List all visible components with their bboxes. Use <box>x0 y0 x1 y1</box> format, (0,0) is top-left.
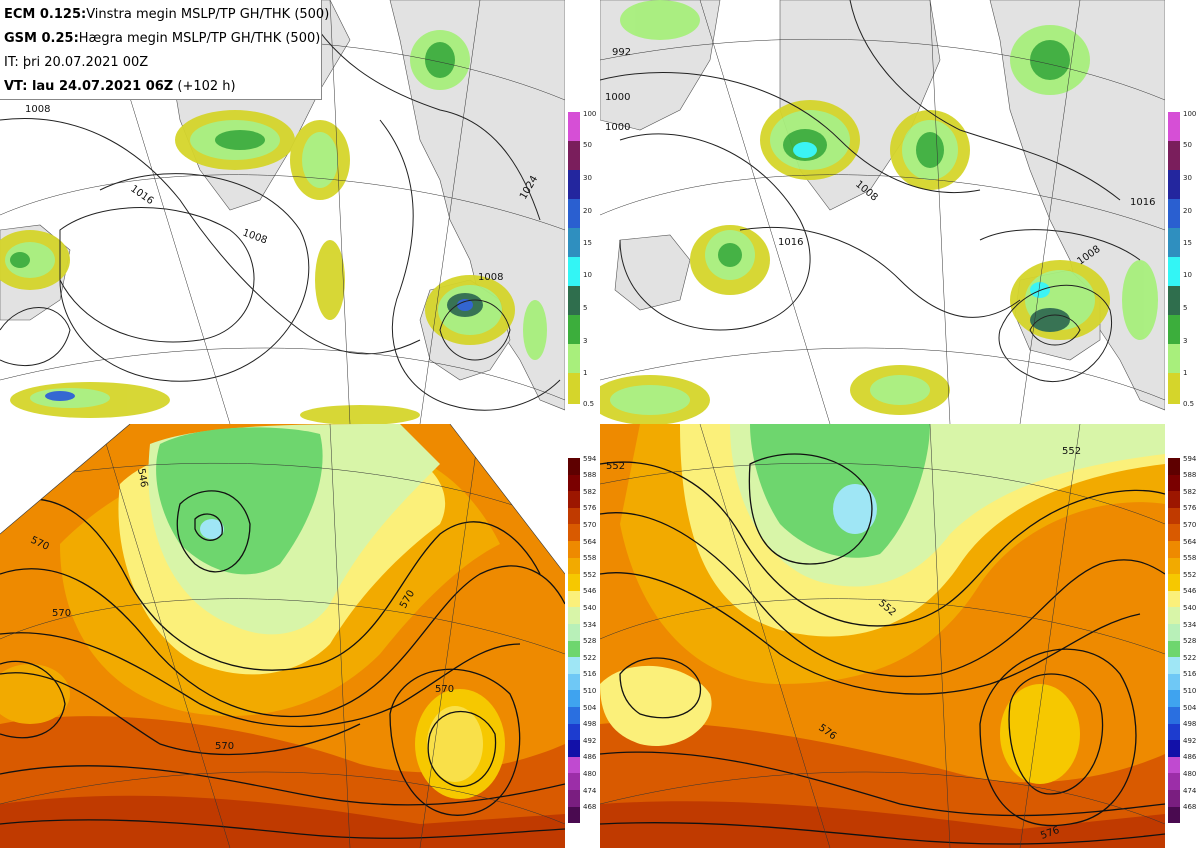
thickness-colorbar-right: 594 588 582 576 570 564 558 552 546 540 … <box>1168 455 1198 823</box>
precip-tick: 3 <box>583 337 588 345</box>
height-label: 546 <box>135 468 149 489</box>
thickness-tick: 504 <box>1183 704 1197 712</box>
precip-tick: 30 <box>583 174 592 182</box>
isobar-label: 1008 <box>478 272 503 283</box>
precip-tick: 15 <box>1183 239 1192 247</box>
thickness-tick: 522 <box>583 654 597 662</box>
thickness-tick: 594 <box>1183 455 1197 463</box>
thickness-tick: 534 <box>1183 621 1197 629</box>
thickness-tick: 492 <box>1183 737 1197 745</box>
height-label: 552 <box>1062 446 1081 457</box>
thickness-tick: 588 <box>583 471 597 479</box>
thickness-tick: 552 <box>583 571 597 579</box>
precip-tick: 50 <box>583 141 592 149</box>
thickness-tick: 522 <box>1183 654 1197 662</box>
thickness-tick: 468 <box>583 803 597 811</box>
thickness-tick: 474 <box>583 787 597 795</box>
thickness-tick: 468 <box>1183 803 1197 811</box>
thickness-tick: 558 <box>1183 554 1197 562</box>
precip-colorbar-right: 100 50 30 20 15 10 5 3 1 0.5 <box>1168 110 1198 408</box>
thickness-tick: 594 <box>583 455 597 463</box>
isobar-label: 1000 <box>605 92 630 103</box>
thickness-tick: 486 <box>1183 753 1197 761</box>
isobar-label: 1016 <box>1130 197 1155 208</box>
thickness-tick: 528 <box>1183 637 1197 645</box>
thickness-tick: 480 <box>583 770 597 778</box>
precip-tick: 5 <box>583 304 588 312</box>
left-model-line: ECM 0.125:Vinstra megin MSLP/TP GH/THK (… <box>4 3 329 27</box>
precip-tick: 5 <box>1183 304 1188 312</box>
thickness-tick: 546 <box>1183 587 1197 595</box>
thickness-tick: 486 <box>583 753 597 761</box>
thickness-tick: 510 <box>1183 687 1197 695</box>
right-model-desc: Hægra megin MSLP/TP GH/THK (500) <box>78 31 321 46</box>
thickness-tick: 582 <box>583 488 597 496</box>
thickness-tick: 516 <box>1183 670 1197 678</box>
thickness-tick: 546 <box>583 587 597 595</box>
initial-time: IT: þri 20.07.2021 00Z <box>4 55 149 70</box>
ecm-500hpa-thickness-map: 546 570 570 570 570 570 <box>0 424 565 848</box>
isobar-label: 1000 <box>605 122 630 133</box>
thickness-tick: 552 <box>1183 571 1197 579</box>
precip-tick: 1 <box>1183 369 1188 377</box>
thickness-tick: 576 <box>1183 504 1197 512</box>
thickness-tick: 534 <box>583 621 597 629</box>
thickness-colorbar-left: 594 588 582 576 570 564 558 552 546 540 … <box>568 455 598 823</box>
precip-tick: 100 <box>1183 110 1197 118</box>
precip-tick: 1 <box>583 369 588 377</box>
thickness-tick: 588 <box>1183 471 1197 479</box>
thickness-tick: 492 <box>583 737 597 745</box>
gsm-500hpa-thickness-map: 552 552 552 576 576 <box>600 424 1165 848</box>
thickness-tick: 498 <box>1183 720 1197 728</box>
thickness-tick: 540 <box>1183 604 1197 612</box>
thickness-tick: 558 <box>583 554 597 562</box>
thickness-tick: 528 <box>583 637 597 645</box>
precip-tick: 3 <box>1183 337 1188 345</box>
thickness-tick: 570 <box>583 521 597 529</box>
height-label: 570 <box>435 684 454 695</box>
thickness-tick: 540 <box>583 604 597 612</box>
isobar-label: 1008 <box>25 104 50 115</box>
thickness-tick: 474 <box>1183 787 1197 795</box>
precip-tick: 20 <box>1183 207 1192 215</box>
thickness-tick: 480 <box>1183 770 1197 778</box>
precip-tick: 0.5 <box>583 400 595 408</box>
thickness-tick: 570 <box>1183 521 1197 529</box>
valid-time-line: VT: lau 24.07.2021 06Z (+102 h) <box>4 75 317 99</box>
precip-tick: 50 <box>1183 141 1192 149</box>
height-label: 552 <box>606 461 625 472</box>
precip-tick: 30 <box>1183 174 1192 182</box>
left-model-name: ECM 0.125: <box>4 7 87 22</box>
thickness-tick: 564 <box>583 538 597 546</box>
thickness-tick: 516 <box>583 670 597 678</box>
precip-tick: 15 <box>583 239 592 247</box>
right-model-line: GSM 0.25:Hægra megin MSLP/TP GH/THK (500… <box>4 27 320 51</box>
isobar-label: 1008 <box>241 227 269 246</box>
precip-tick: 100 <box>583 110 597 118</box>
isobar-label: 1016 <box>128 183 155 207</box>
thickness-tick: 564 <box>1183 538 1197 546</box>
precip-tick: 0.5 <box>1183 400 1195 408</box>
isobar-label: 992 <box>612 47 631 58</box>
thickness-tick: 504 <box>583 704 597 712</box>
precip-tick: 20 <box>583 207 592 215</box>
thickness-tick: 498 <box>583 720 597 728</box>
forecast-hour: (+102 h) <box>173 79 236 94</box>
precip-tick: 10 <box>583 271 592 279</box>
thickness-tick: 582 <box>1183 488 1197 496</box>
gsm-mslp-precip-map: 992 1000 1000 1008 1016 1008 1016 <box>600 0 1165 424</box>
precip-tick: 10 <box>1183 271 1192 279</box>
height-label: 570 <box>215 741 234 752</box>
valid-time: VT: lau 24.07.2021 06Z <box>4 79 174 94</box>
thickness-tick: 510 <box>583 687 597 695</box>
precip-colorbar-left: 100 50 30 20 15 10 5 3 1 0.5 <box>568 110 598 408</box>
isobar-label: 1016 <box>778 237 803 248</box>
thickness-tick: 576 <box>583 504 597 512</box>
run-info-box: ECM 0.125:Vinstra megin MSLP/TP GH/THK (… <box>0 0 329 100</box>
right-model-name: GSM 0.25: <box>4 31 79 46</box>
left-model-desc: Vinstra megin MSLP/TP GH/THK (500) <box>86 7 330 22</box>
height-label: 570 <box>52 608 71 619</box>
